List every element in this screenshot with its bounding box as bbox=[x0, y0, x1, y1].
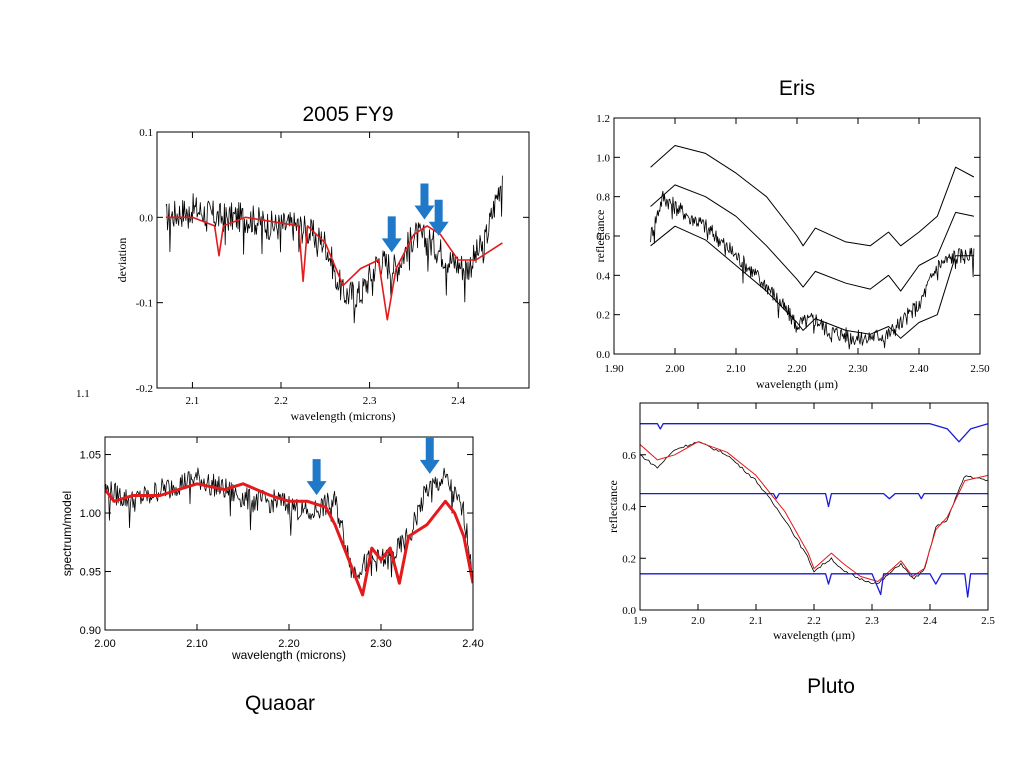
pluto-xtick-label: 2.2 bbox=[807, 615, 821, 627]
quaoar-ytick-label: 1.05 bbox=[80, 450, 101, 462]
fy9-arrow-marker bbox=[414, 183, 435, 220]
quaoar-chart: 2.00 2.10 2.20 2.30 2.40 1.05 1.00 0.95 0.90 wave… bbox=[60, 436, 484, 662]
pluto-data-line-0 bbox=[640, 441, 988, 585]
quaoar-ytick-label: 0.90 bbox=[80, 625, 101, 637]
fy9-plot-frame bbox=[156, 131, 530, 389]
eris-xtick-label: 2.50 bbox=[970, 363, 990, 375]
fy9-ytick-label: -0.2 bbox=[136, 383, 153, 395]
pluto-ytick-label: 0.6 bbox=[622, 450, 636, 462]
fy9-xtick-label: 2.2 bbox=[274, 395, 288, 407]
eris-ytick-label: 0.0 bbox=[596, 349, 610, 361]
quaoar-y-axis-title: spectrum/model bbox=[60, 491, 74, 576]
quaoar-arrow-marker bbox=[419, 437, 440, 474]
quaoar-model-line-1 bbox=[105, 482, 473, 597]
pluto-reference-line-2 bbox=[640, 423, 988, 443]
fy9-series-group bbox=[165, 175, 503, 324]
pluto-reference-line-3 bbox=[640, 492, 988, 508]
pluto-caption: Pluto bbox=[807, 675, 855, 698]
pluto-xtick-label: 2.1 bbox=[749, 615, 763, 627]
eris-ytick-label: 1.0 bbox=[596, 152, 610, 164]
pluto-model-line-1 bbox=[640, 441, 988, 582]
fy9-x-axis-title: wavelength (microns) bbox=[291, 409, 396, 423]
eris-chart: 1.90 2.00 2.10 2.20 2.30 2.40 2.50 0.0 0.2 0.4 0.6… bbox=[593, 113, 990, 391]
quaoar-plot-frame bbox=[104, 436, 474, 631]
pluto-plot-frame bbox=[639, 402, 989, 611]
eris-series-group bbox=[650, 145, 975, 350]
eris-xtick-label: 2.30 bbox=[848, 363, 868, 375]
pluto-xtick-label: 2.3 bbox=[865, 615, 879, 627]
eris-ytick-label: 1.2 bbox=[596, 113, 610, 125]
pluto-xtick-label: 2.4 bbox=[923, 615, 937, 627]
quaoar-xtick-label: 2.00 bbox=[94, 638, 115, 650]
eris-ytick-label: 0.2 bbox=[596, 310, 610, 322]
quaoar-arrow-marker bbox=[306, 459, 327, 496]
eris-xtick-label: 1.90 bbox=[604, 363, 624, 375]
fy9-data-line-0 bbox=[165, 175, 503, 324]
eris-xtick-label: 2.10 bbox=[726, 363, 746, 375]
quaoar-x-axis-title: wavelength (microns) bbox=[231, 648, 346, 662]
eris-ytick-label: 0.4 bbox=[596, 270, 610, 282]
stray-axis-fragment: 1.1 bbox=[76, 388, 90, 400]
quaoar-xtick-label: 2.40 bbox=[462, 638, 483, 650]
pluto-ytick-label: 0.2 bbox=[622, 553, 636, 565]
quaoar-data-line-0 bbox=[105, 467, 473, 580]
fy9-ytick-label: 0.0 bbox=[139, 212, 153, 224]
pluto-xtick-label: 2.0 bbox=[691, 615, 705, 627]
fy9-xtick-label: 2.3 bbox=[363, 395, 377, 407]
eris-ytick-label: 0.6 bbox=[596, 231, 610, 243]
quaoar-xtick-label: 2.20 bbox=[278, 638, 299, 650]
eris-xtick-label: 2.20 bbox=[787, 363, 807, 375]
fy9-arrow-marker bbox=[381, 216, 402, 253]
eris-caption: Eris bbox=[778, 77, 816, 100]
eris-model-line-1 bbox=[650, 145, 975, 247]
pluto-reference-line-4 bbox=[640, 573, 988, 598]
fy9-ytick-label: -0.1 bbox=[136, 298, 153, 310]
quaoar-series-group bbox=[105, 467, 473, 597]
pluto-ytick-label: 0.4 bbox=[622, 502, 636, 514]
eris-y-axis-title: reflectance bbox=[593, 210, 607, 263]
fy9-arrow-marker bbox=[428, 199, 449, 236]
pluto-y-axis-title: reflectance bbox=[606, 480, 620, 533]
fy9-y-axis-title: deviation bbox=[115, 238, 129, 283]
eris-model-line-3 bbox=[650, 225, 974, 339]
pluto-ytick-label: 0.0 bbox=[622, 605, 636, 617]
pluto-series-group bbox=[640, 423, 988, 598]
quaoar-ytick-label: 0.95 bbox=[80, 567, 101, 579]
quaoar-xtick-label: 2.30 bbox=[370, 638, 391, 650]
eris-x-axis-title: wavelength (μm) bbox=[756, 377, 838, 391]
fy9-model-line-1 bbox=[165, 216, 503, 321]
eris-xtick-label: 2.40 bbox=[909, 363, 929, 375]
eris-ytick-label: 0.8 bbox=[596, 192, 610, 204]
fy9-chart: 2.1 2.2 2.3 2.4 0.1 0.0 -0.1 -0.2 wavelength (mi… bbox=[115, 127, 530, 423]
pluto-chart: 1.9 2.0 2.1 2.2 2.3 2.4 2.5 0.0 0.2 0.4 0.6 wavelen… bbox=[606, 402, 995, 642]
quaoar-xtick-label: 2.10 bbox=[186, 638, 207, 650]
fy9-caption: 2005 FY9 bbox=[302, 103, 394, 126]
fy9-xtick-label: 2.1 bbox=[186, 395, 200, 407]
quaoar-ytick-label: 1.00 bbox=[80, 508, 101, 520]
pluto-xtick-label: 2.5 bbox=[981, 615, 995, 627]
fy9-ytick-label: 0.1 bbox=[139, 127, 153, 139]
eris-data-line-0 bbox=[650, 190, 975, 350]
eris-model-line-2 bbox=[650, 184, 975, 292]
pluto-x-axis-title: wavelength (μm) bbox=[773, 628, 855, 642]
eris-xtick-label: 2.00 bbox=[665, 363, 685, 375]
pluto-xtick-label: 1.9 bbox=[633, 615, 647, 627]
quaoar-caption: Quaoar bbox=[244, 692, 316, 715]
fy9-xtick-label: 2.4 bbox=[451, 395, 465, 407]
